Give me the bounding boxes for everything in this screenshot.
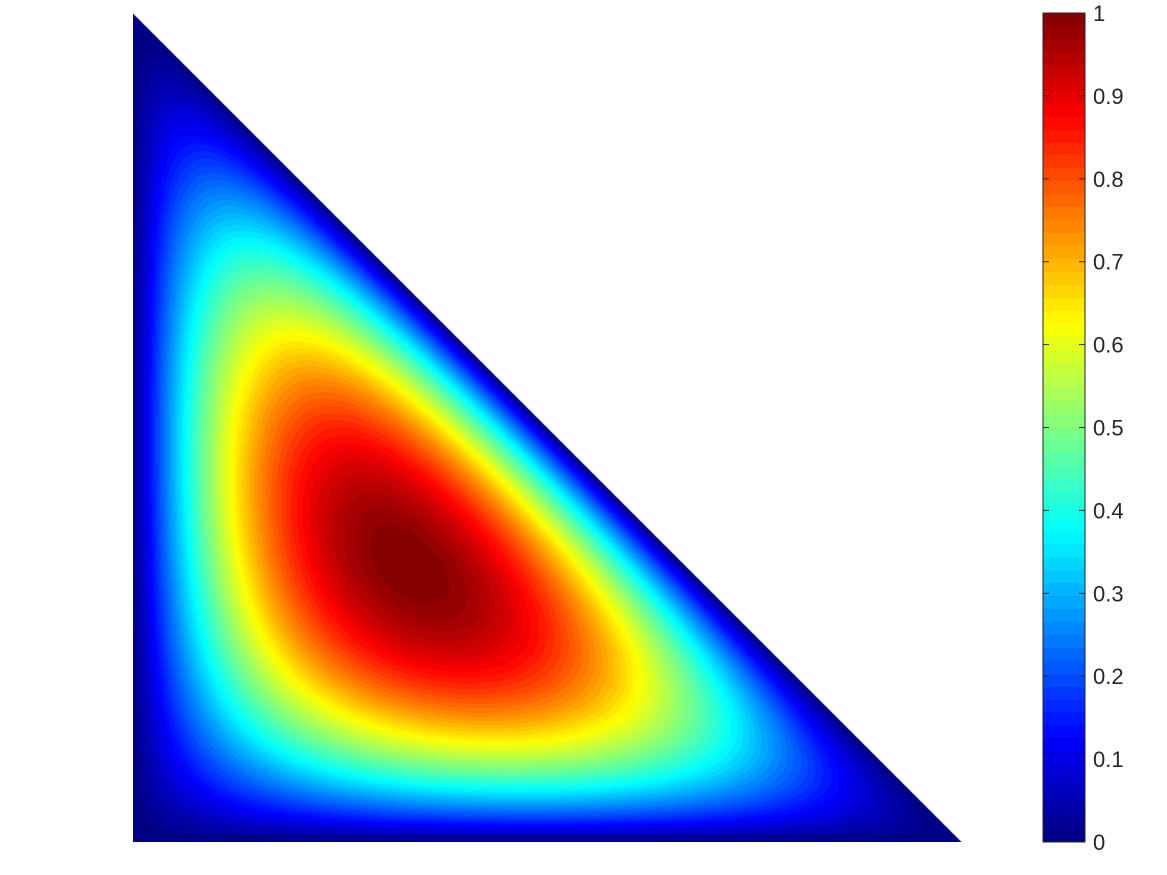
colorbar-tick-label: 0.3 [1093, 581, 1124, 606]
colorbar-tick-label: 0 [1093, 830, 1105, 855]
colorbar-tick-label: 0.2 [1093, 664, 1124, 689]
colorbar-ticks: 0 0.1 0.2 0.3 0.4 0.5 0.6 0.7 0.8 0.9 1 [1043, 1, 1124, 855]
colorbar-tick-label: 0.4 [1093, 498, 1124, 523]
colorbar-tick-label: 0.8 [1093, 167, 1124, 192]
colorbar-tick-label: 1 [1093, 1, 1105, 26]
colorbar-tick-label: 0.1 [1093, 747, 1124, 772]
triangle-contour-plot [133, 13, 961, 842]
colorbar [1043, 13, 1085, 842]
colorbar-tick-label: 0.6 [1093, 333, 1124, 358]
colorbar-tick-label: 0.5 [1093, 416, 1124, 441]
colorbar-frame [1042, 12, 1086, 843]
colorbar-tick-label: 0.7 [1093, 250, 1124, 275]
colorbar-tick-label: 0.9 [1093, 84, 1124, 109]
